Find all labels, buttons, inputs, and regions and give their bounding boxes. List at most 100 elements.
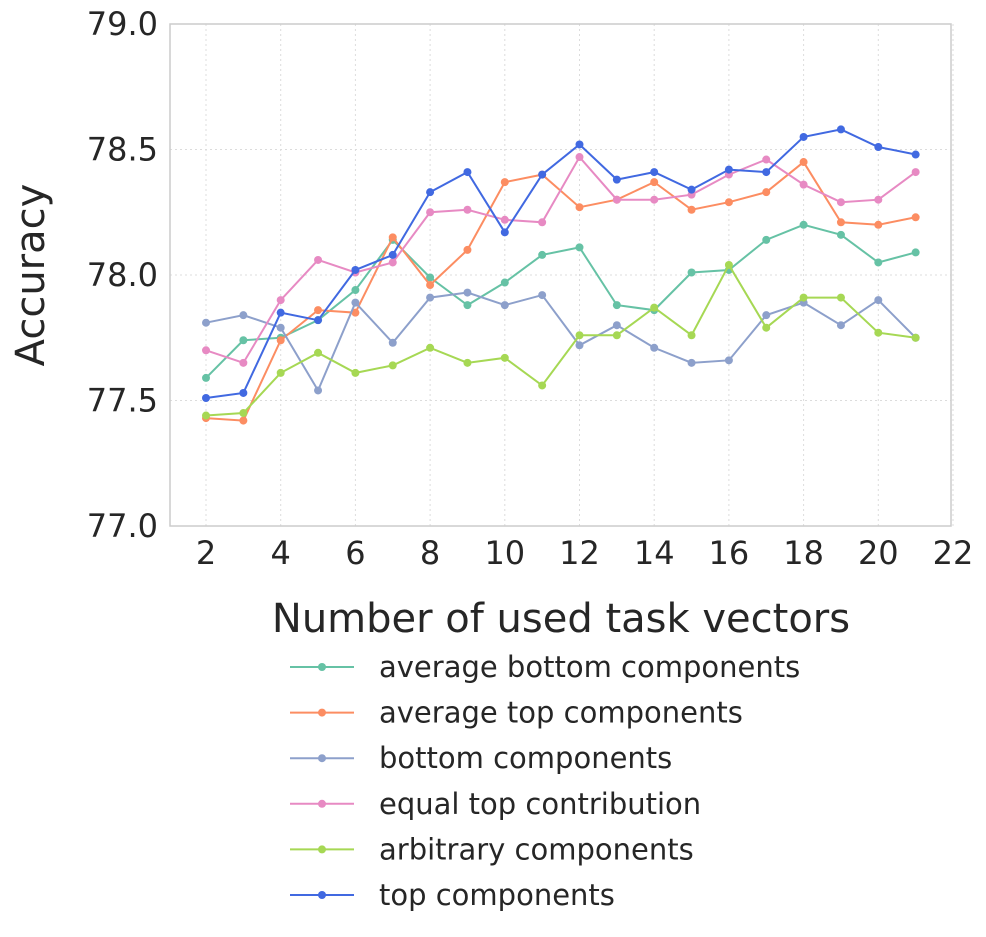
series-line [205,291,917,393]
data-point [799,132,808,141]
data-point [874,258,883,267]
y-tick-label: 77.0 [87,507,158,545]
legend-entry: arbitrary components [290,832,694,866]
data-point [799,158,808,167]
x-tick-label: 8 [420,534,440,572]
legend: average bottom components average top com… [290,650,800,912]
legend-marker [318,708,326,717]
legend-marker [318,891,326,899]
data-point [538,170,547,179]
data-point [314,348,323,357]
data-point [500,215,509,224]
y-tick-label: 79.0 [87,5,158,43]
grid [170,23,954,527]
data-point [724,260,733,269]
data-point [239,388,248,397]
data-point [650,303,659,312]
data-point [575,140,584,149]
data-point [202,373,210,382]
legend-label: bottom components [379,741,672,775]
data-point [239,358,248,367]
legend-label: equal top contribution [379,787,701,821]
data-point [351,265,360,274]
x-tick-label: 14 [634,534,675,572]
data-point [836,218,845,227]
legend-label: average bottom components [379,650,800,684]
data-point [874,220,883,229]
legend-entry: top components [290,878,615,912]
x-tick-label: 12 [559,534,600,572]
data-point [463,288,472,297]
data-point [911,213,920,222]
data-point [762,235,771,244]
data-point [836,230,845,239]
data-point [239,311,248,320]
data-point [762,155,771,164]
data-point [874,142,883,151]
series-group [202,288,920,395]
data-point [687,358,696,367]
data-point [202,318,210,327]
data-point [724,356,733,365]
y-tick-label: 78.0 [87,256,158,294]
data-point [799,293,808,302]
data-point [202,393,210,402]
legend-label: top components [379,878,615,912]
data-point [500,301,509,310]
data-point [276,336,285,345]
data-point [762,323,771,332]
data-point [426,343,435,352]
data-point [388,233,397,242]
data-point [724,165,733,174]
data-point [239,336,248,345]
data-point [314,306,323,315]
data-point [351,298,360,307]
series-group [202,220,920,382]
data-point [687,185,696,194]
data-point [836,321,845,330]
y-tick-label: 78.5 [87,131,158,169]
x-axis-title: Number of used task vectors [272,596,850,642]
data-point [612,321,621,330]
x-tick-label: 6 [345,534,365,572]
legend-marker [318,799,326,808]
legend-marker [318,663,326,671]
data-point [650,343,659,352]
data-point [612,195,621,204]
series-line [205,155,917,365]
data-point [351,308,360,317]
data-point [463,168,472,177]
data-point [538,291,547,300]
data-point [612,301,621,310]
data-point [836,198,845,207]
series-lines [202,125,920,425]
data-point [426,281,435,290]
data-point [799,180,808,189]
data-point [276,308,285,317]
legend-entry: average bottom components [290,650,800,684]
data-point [276,323,285,332]
data-point [500,278,509,287]
data-point [463,301,472,310]
data-point [612,331,621,340]
data-point [575,203,584,212]
data-point [202,411,210,420]
data-point [276,368,285,377]
x-tick-label: 22 [933,534,974,572]
data-point [762,311,771,320]
series-group [202,125,920,402]
data-point [538,218,547,227]
series-line [205,128,916,399]
data-point [314,316,323,325]
data-point [612,175,621,184]
data-point [500,178,509,187]
data-point [911,150,920,159]
data-point [463,205,472,214]
data-point [388,338,397,347]
data-point [500,228,509,237]
y-axis-ticks: 77.0 77.5 78.0 78.5 79.0 [87,5,158,545]
data-point [874,328,883,337]
data-point [874,195,883,204]
data-point [351,368,360,377]
